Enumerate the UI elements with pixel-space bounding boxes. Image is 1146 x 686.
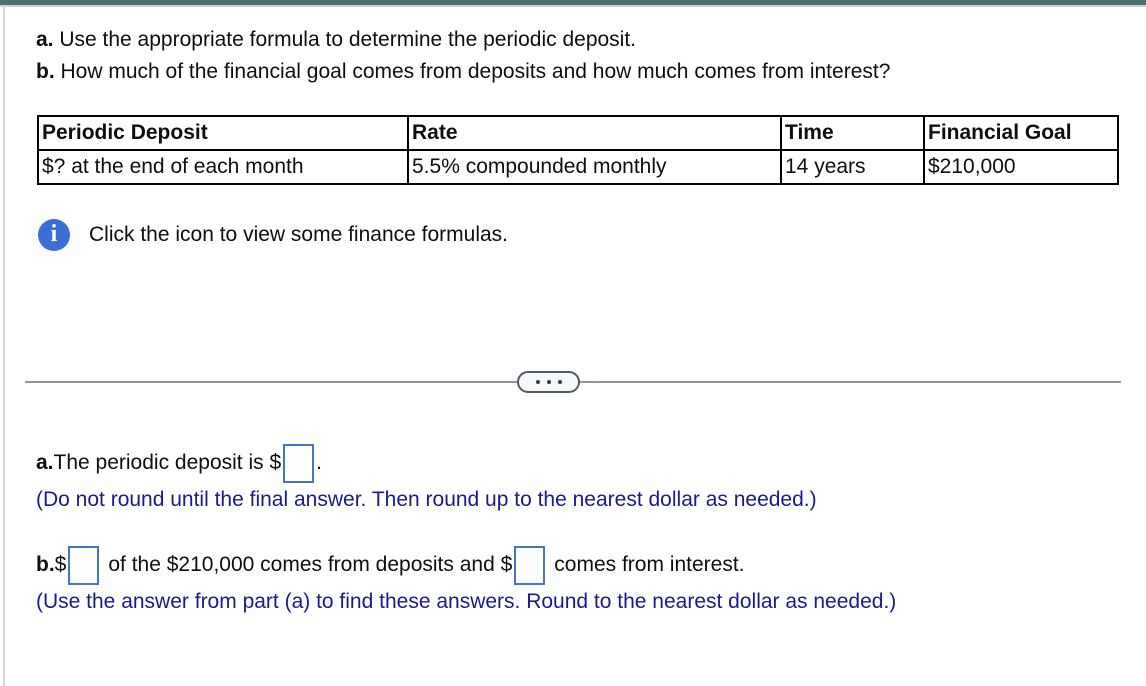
info-icon[interactable]: i bbox=[38, 219, 70, 251]
answer-input-a[interactable] bbox=[283, 443, 315, 483]
question-b-text: How much of the financial goal comes fro… bbox=[54, 60, 891, 83]
question-a-label: a. bbox=[36, 28, 54, 51]
answer-b-label: b. bbox=[36, 553, 55, 576]
left-rule bbox=[3, 7, 5, 686]
problem-table: Periodic Deposit Rate Time Financial Goa… bbox=[37, 115, 1119, 185]
top-bar bbox=[0, 0, 1146, 7]
table-header-time: Time bbox=[780, 115, 925, 151]
info-row: i Click the icon to view some finance fo… bbox=[38, 219, 508, 251]
info-text: Click the icon to view some finance form… bbox=[89, 223, 509, 246]
question-a-text: Use the appropriate formula to determine… bbox=[53, 28, 637, 51]
table-header-rate: Rate bbox=[407, 115, 782, 151]
info-icon-glyph: i bbox=[50, 221, 58, 247]
ellipsis-icon bbox=[535, 380, 562, 384]
table-cell-financial-goal: $210,000 bbox=[923, 149, 1119, 185]
answer-b-text-after: comes from interest. bbox=[554, 553, 745, 576]
answer-input-b-interest[interactable] bbox=[514, 545, 546, 585]
answer-line-a: a. The periodic deposit is $. bbox=[36, 442, 322, 484]
answer-a-text-after: . bbox=[316, 451, 322, 474]
table-header-row: Periodic Deposit Rate Time Financial Goa… bbox=[37, 115, 1119, 151]
table-cell-time: 14 years bbox=[780, 149, 925, 185]
table-cell-periodic-deposit: $? at the end of each month bbox=[37, 149, 409, 185]
answer-b-text-before: $ bbox=[54, 553, 67, 576]
answer-b-text-mid: of the $210,000 comes from deposits and … bbox=[108, 553, 513, 576]
answer-line-b: b. $ of the $210,000 comes from deposits … bbox=[36, 544, 745, 586]
answer-a-label: a. bbox=[36, 451, 54, 474]
answer-a-text-before: The periodic deposit is $ bbox=[53, 451, 282, 474]
table-data-row: $? at the end of each month 5.5% compoun… bbox=[37, 149, 1119, 185]
table-header-periodic-deposit: Periodic Deposit bbox=[37, 115, 409, 151]
question-line-a: a. Use the appropriate formula to determ… bbox=[36, 27, 636, 53]
question-b-label: b. bbox=[36, 60, 55, 83]
answer-a-note: (Do not round until the final answer. Th… bbox=[36, 488, 817, 511]
answer-input-b-deposits[interactable] bbox=[68, 545, 100, 585]
table-cell-rate: 5.5% compounded monthly bbox=[407, 149, 782, 185]
table-header-financial-goal: Financial Goal bbox=[923, 115, 1119, 151]
answer-b-note: (Use the answer from part (a) to find th… bbox=[36, 590, 897, 613]
question-line-b: b. How much of the financial goal comes … bbox=[36, 59, 890, 85]
divider-expand-button[interactable] bbox=[517, 371, 580, 393]
